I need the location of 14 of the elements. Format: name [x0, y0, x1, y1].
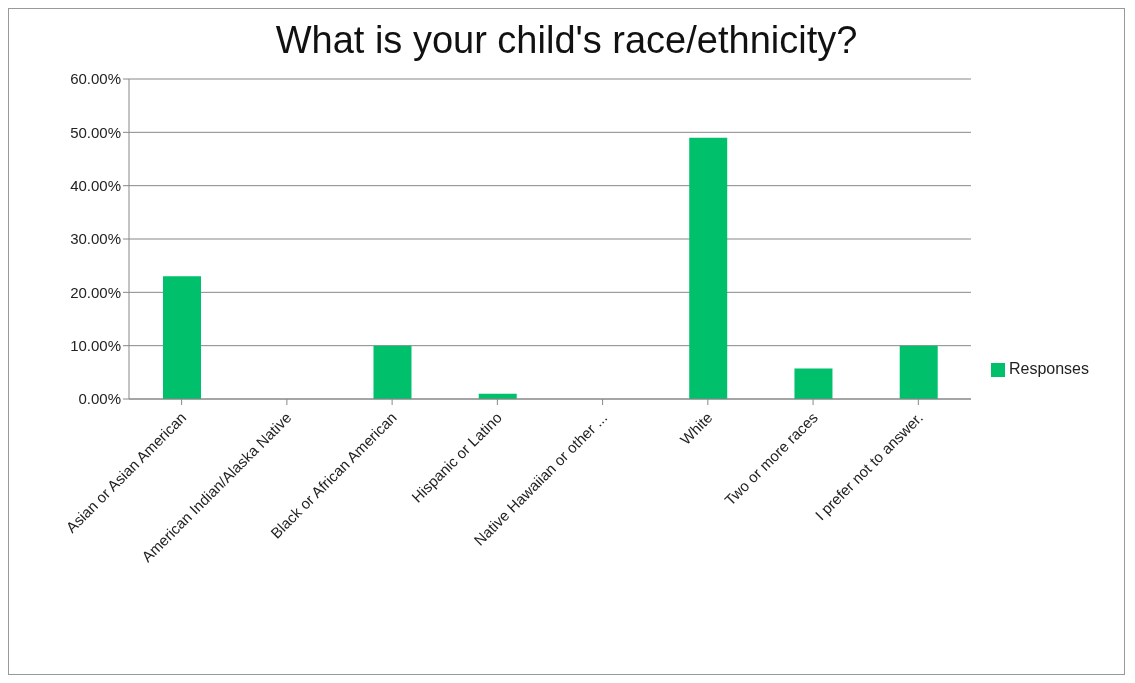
chart-title: What is your child's race/ethnicity? — [274, 18, 859, 63]
y-tick-label: 0.00% — [78, 390, 121, 408]
y-tick-label: 30.00% — [70, 230, 121, 248]
bar — [689, 137, 728, 399]
y-tick-label: 10.00% — [70, 336, 121, 354]
bar — [163, 276, 201, 399]
y-tick-label: 50.00% — [70, 123, 121, 141]
y-tick-label: 60.00% — [70, 70, 121, 88]
bar — [373, 345, 412, 399]
legend-label: Responses — [1008, 360, 1089, 377]
y-tick-label: 20.00% — [70, 283, 121, 301]
y-tick-label: 40.00% — [70, 176, 121, 194]
bar — [794, 368, 833, 399]
bar — [899, 345, 938, 399]
